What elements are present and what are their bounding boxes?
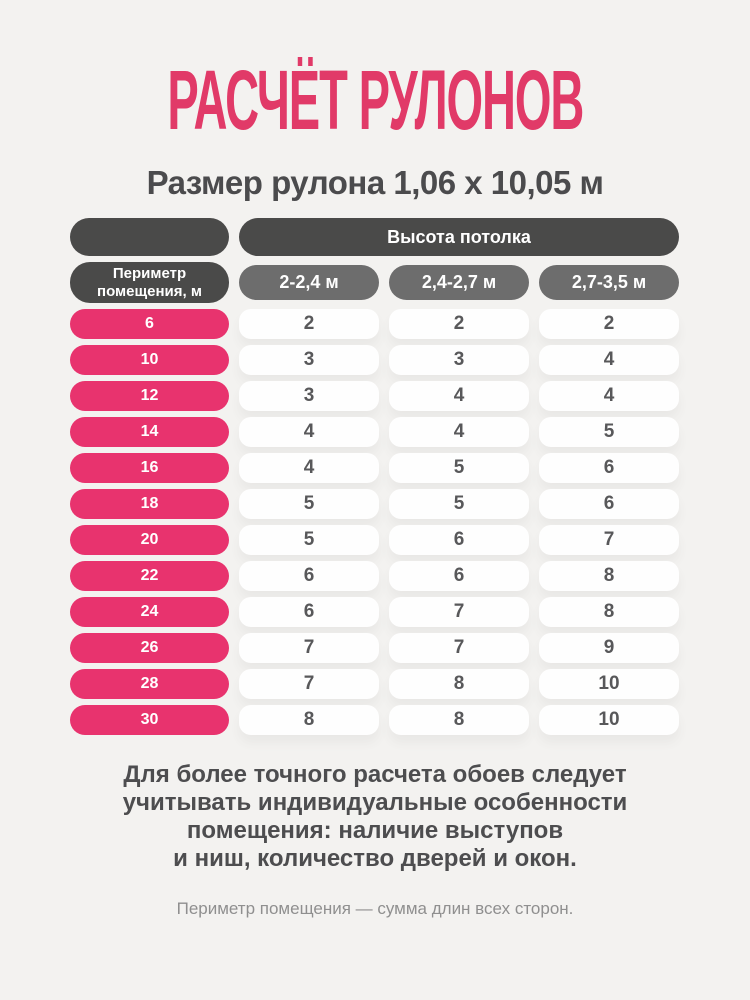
perimeter-pill: 6 [70,309,229,339]
value-cell: 8 [389,669,529,699]
column-header-2-2.4: 2-2,4 м [239,265,379,300]
value-cell: 4 [539,345,679,375]
value-cell: 7 [239,669,379,699]
perimeter-definition-footnote: Периметр помещения — сумма длин всех сто… [176,899,574,918]
value-cell: 10 [539,705,679,735]
value-cell: 7 [239,633,379,663]
value-cell: 5 [539,417,679,447]
title-row: РАСЧЁТ РУЛОНОВ [0,0,750,142]
value-cell: 6 [389,561,529,591]
perimeter-pill: 18 [70,489,229,519]
rolls-table: Высота потолка Периметр помещения, м 2-2… [70,218,680,735]
value-cell: 4 [239,453,379,483]
perimeter-pill: 26 [70,633,229,663]
value-cell: 8 [539,561,679,591]
page-title: РАСЧЁТ РУЛОНОВ [167,53,584,147]
value-cell: 6 [389,525,529,555]
value-cell: 4 [389,381,529,411]
perimeter-pill: 22 [70,561,229,591]
perimeter-pill: 14 [70,417,229,447]
note-line-3: помещения: наличие выступов [186,817,564,844]
value-cell: 10 [539,669,679,699]
value-cell: 2 [389,309,529,339]
value-cell: 6 [539,489,679,519]
perimeter-pill: 30 [70,705,229,735]
perimeter-pill: 24 [70,597,229,627]
value-cell: 7 [539,525,679,555]
value-cell: 8 [239,705,379,735]
value-cell: 4 [389,417,529,447]
roll-size-subtitle: Размер рулона 1,06 х 10,05 м [146,164,604,201]
note-line-4: и ниш, количество дверей и окон. [173,845,577,872]
note-line-1: Для более точного расчета обоев следует [123,761,627,788]
value-cell: 3 [239,381,379,411]
value-cell: 8 [389,705,529,735]
value-cell: 4 [239,417,379,447]
note-line-2: учитывать индивидуальные особенности [122,789,628,816]
ceiling-height-group-header: Высота потолка [239,218,679,256]
perimeter-header-pill: Периметр помещения, м [70,262,229,303]
perimeter-header-line2: помещения, м [97,282,202,300]
value-cell: 4 [539,381,679,411]
perimeter-pill: 10 [70,345,229,375]
value-cell: 5 [389,489,529,519]
column-header-2.4-2.7: 2,4-2,7 м [389,265,529,300]
column-header-2.7-3.5: 2,7-3,5 м [539,265,679,300]
perimeter-pill: 20 [70,525,229,555]
value-cell: 8 [539,597,679,627]
value-cell: 6 [239,561,379,591]
value-cell: 5 [239,525,379,555]
accuracy-note: Для более точного расчета обоев следует … [0,761,750,873]
value-cell: 9 [539,633,679,663]
corner-pill [70,218,229,256]
value-cell: 5 [389,453,529,483]
value-cell: 2 [239,309,379,339]
perimeter-pill: 28 [70,669,229,699]
value-cell: 2 [539,309,679,339]
value-cell: 5 [239,489,379,519]
perimeter-header-line1: Периметр [112,265,187,283]
value-cell: 7 [389,597,529,627]
value-cell: 7 [389,633,529,663]
value-cell: 3 [239,345,379,375]
perimeter-pill: 12 [70,381,229,411]
value-cell: 3 [389,345,529,375]
perimeter-pill: 16 [70,453,229,483]
value-cell: 6 [539,453,679,483]
value-cell: 6 [239,597,379,627]
